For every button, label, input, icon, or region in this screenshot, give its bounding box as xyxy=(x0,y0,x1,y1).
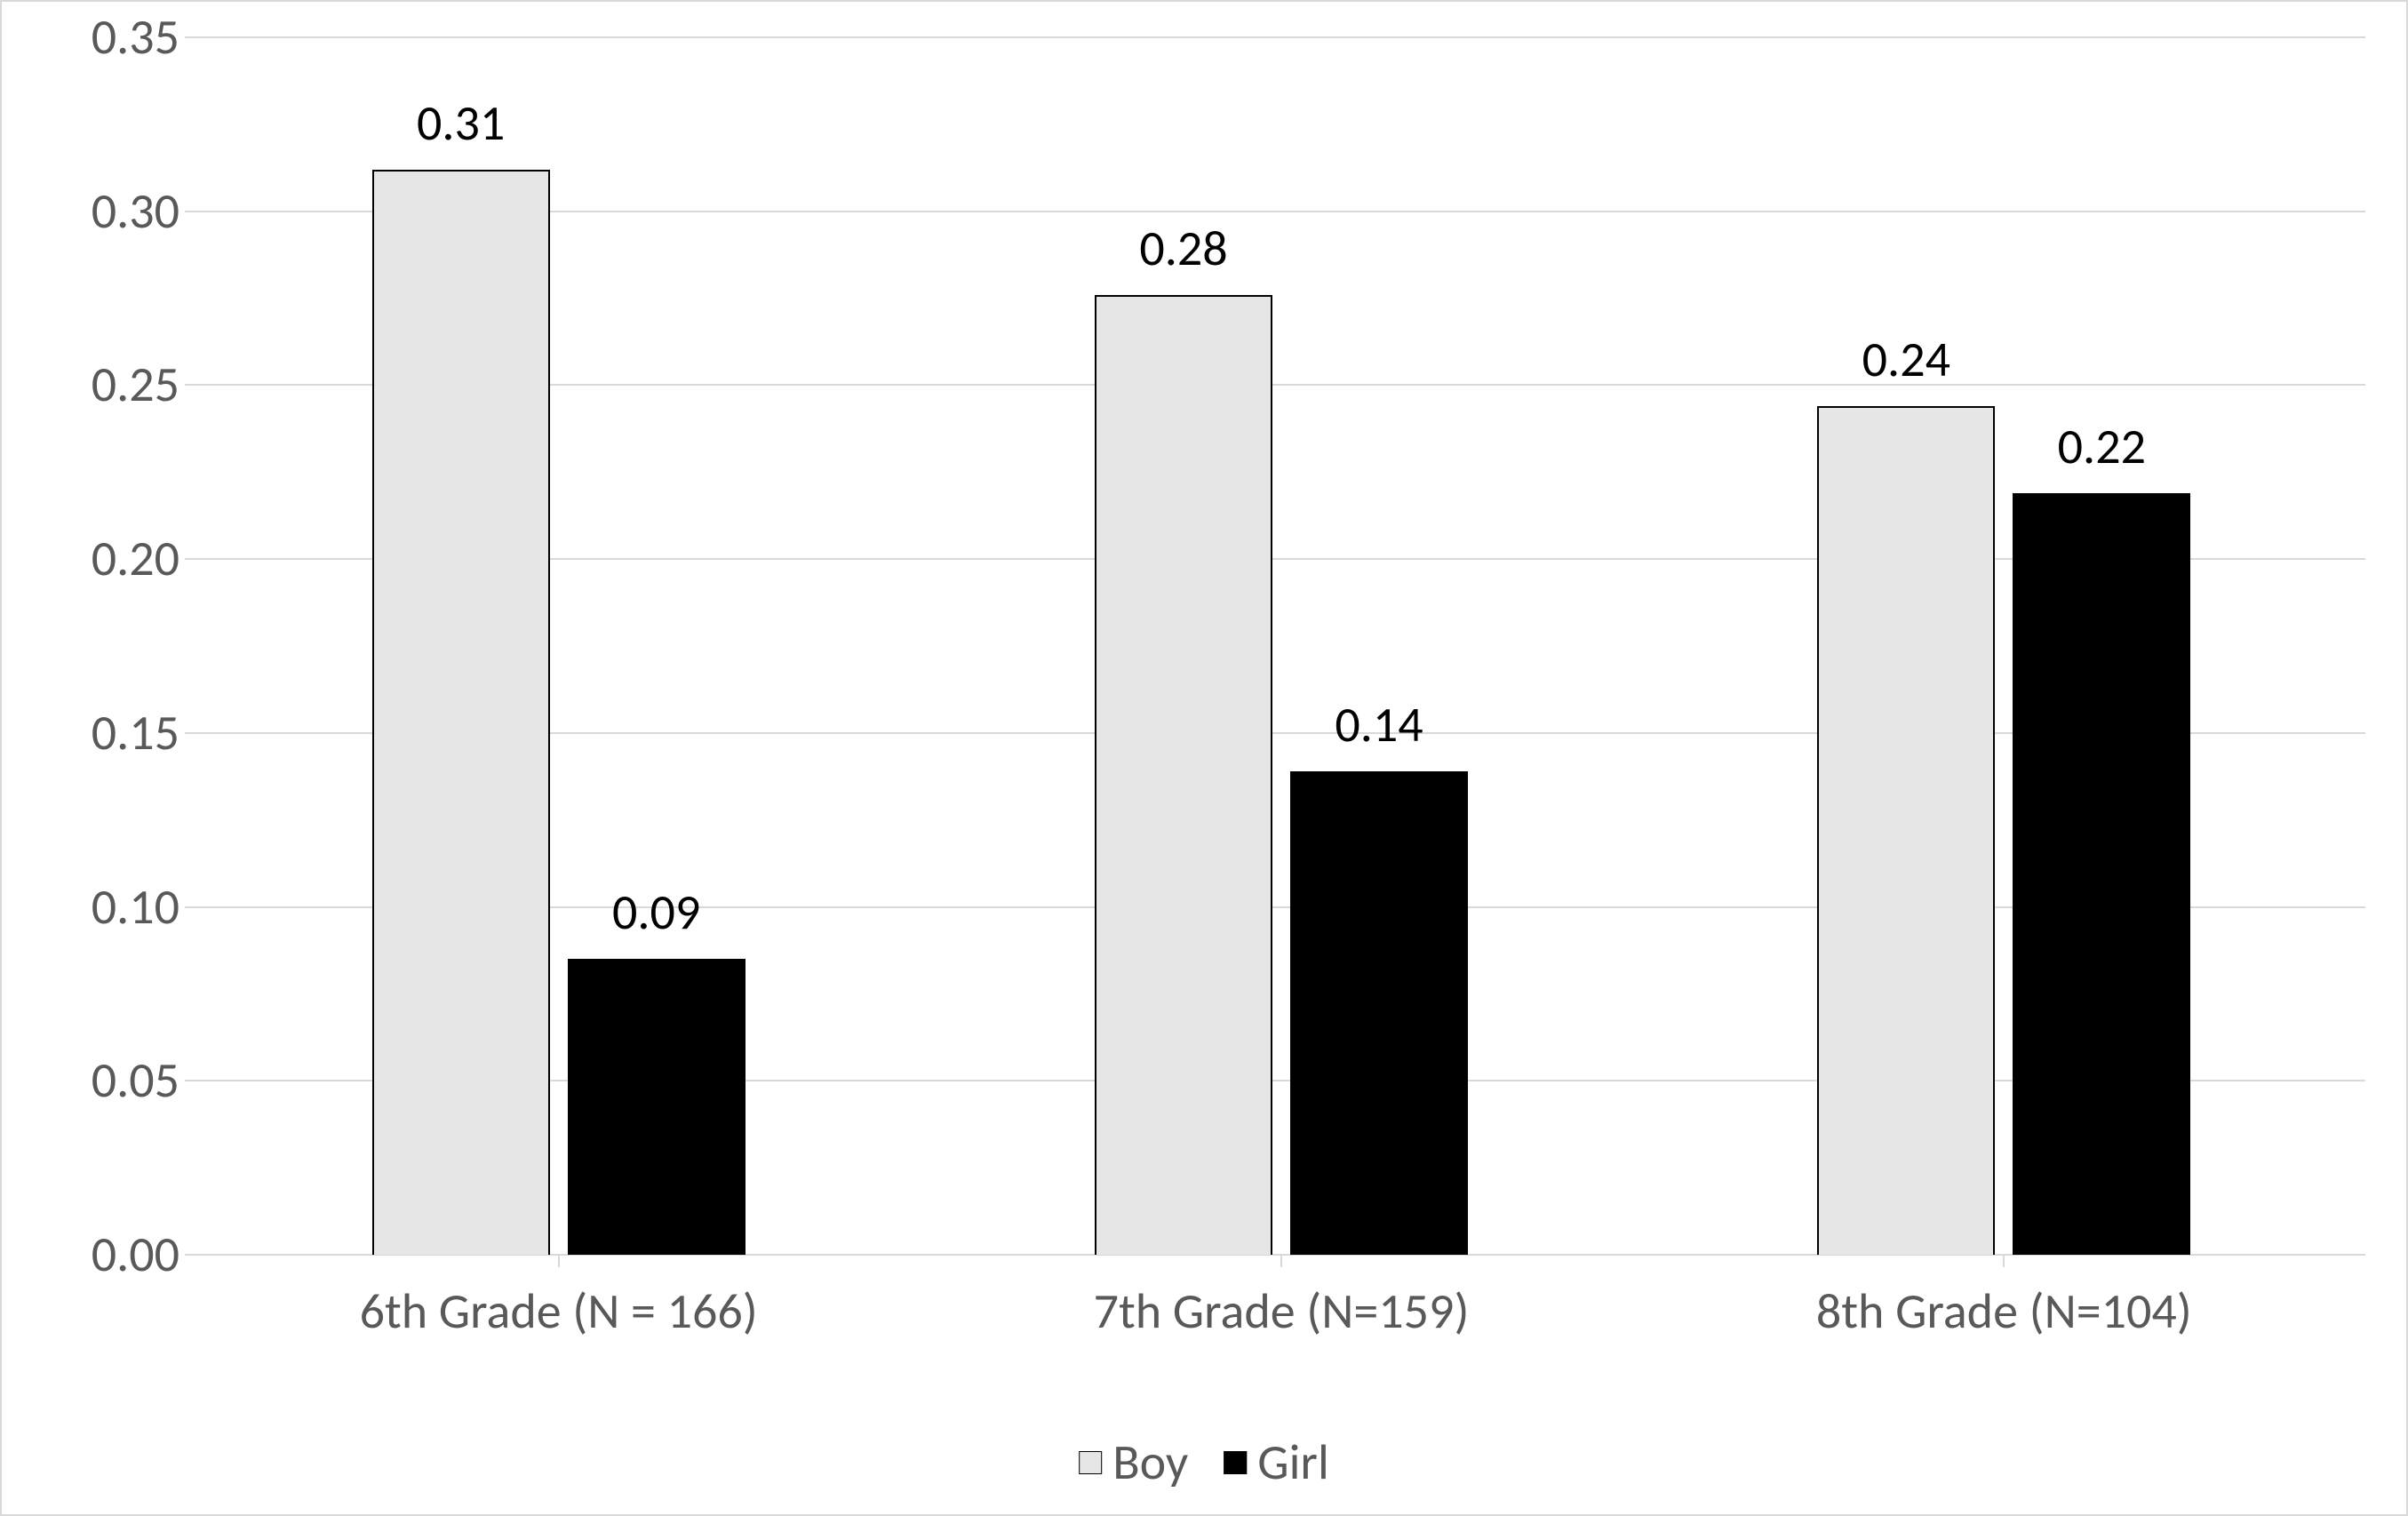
legend: Boy Girl xyxy=(1079,1432,1329,1493)
y-tick xyxy=(185,36,197,38)
y-axis-label: 0.25 xyxy=(37,355,179,415)
legend-item-boy: Boy xyxy=(1079,1432,1188,1493)
bar-girl-g0 xyxy=(568,959,746,1255)
data-label: 0.14 xyxy=(1308,695,1450,755)
bar-boy-g2 xyxy=(1817,406,1995,1255)
plot-area: 0.000.050.100.150.200.250.300.350.310.09… xyxy=(197,37,2365,1255)
y-axis-label: 0.00 xyxy=(37,1225,179,1285)
y-axis-label: 0.30 xyxy=(37,181,179,242)
data-label: 0.09 xyxy=(586,882,728,943)
y-tick xyxy=(185,384,197,386)
x-tick xyxy=(1280,1255,1282,1267)
legend-label: Girl xyxy=(1257,1432,1329,1493)
data-label: 0.24 xyxy=(1835,330,1977,390)
y-tick xyxy=(185,732,197,734)
y-axis-label: 0.20 xyxy=(37,529,179,589)
x-axis-label: 8th Grade (N=104) xyxy=(1648,1281,2359,1342)
y-tick xyxy=(185,1080,197,1081)
x-tick xyxy=(558,1255,560,1267)
data-label: 0.28 xyxy=(1112,219,1255,279)
data-label: 0.22 xyxy=(2030,417,2173,477)
legend-swatch xyxy=(1224,1451,1247,1474)
y-axis-label: 0.05 xyxy=(37,1050,179,1111)
y-tick xyxy=(185,558,197,560)
y-axis-label: 0.10 xyxy=(37,877,179,938)
y-axis-label: 0.15 xyxy=(37,703,179,763)
y-tick xyxy=(185,211,197,212)
bar-girl-g1 xyxy=(1290,771,1468,1255)
legend-label: Boy xyxy=(1112,1432,1188,1493)
x-axis-label: 6th Grade (N = 166) xyxy=(203,1281,914,1342)
bar-boy-g1 xyxy=(1095,295,1272,1255)
y-tick xyxy=(185,1254,197,1256)
y-tick xyxy=(185,906,197,908)
bar-chart: 0.00 0.05 0.10 0.15 0.20 0.25 0.30 0.35 0.31 0.09… xyxy=(0,0,2408,1516)
gridline xyxy=(197,36,2365,38)
bar-boy-g0 xyxy=(372,170,550,1255)
x-tick xyxy=(2003,1255,2005,1267)
legend-item-girl: Girl xyxy=(1224,1432,1329,1493)
x-axis-label: 7th Grade (N=159) xyxy=(926,1281,1637,1342)
legend-swatch xyxy=(1079,1451,1102,1474)
data-label: 0.31 xyxy=(390,93,532,154)
bar-girl-g2 xyxy=(2013,493,2190,1255)
y-axis-label: 0.35 xyxy=(37,7,179,68)
